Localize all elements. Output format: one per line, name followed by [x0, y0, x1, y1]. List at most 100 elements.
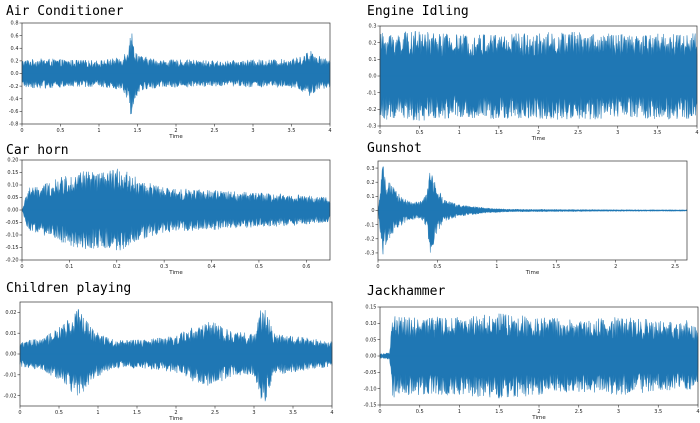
x-tick-label: 0: [378, 130, 381, 136]
chart-title-air-conditioner: Air Conditioner: [6, 4, 124, 19]
y-tick-label: 0.4: [11, 46, 19, 52]
y-tick-label: 0.10: [365, 321, 376, 327]
y-tick-label: 0.6: [11, 33, 19, 39]
x-tick-label: 0.5: [433, 264, 441, 270]
x-tick-label: 1: [97, 128, 100, 134]
waveform-chart-air-conditioner: 0 0.5 1 1.5 2 2.5 3 3.5 4 0.8 0.6 0.4 0.2 0.0 -0.2 -0.4…: [9, 21, 332, 140]
x-axis-label: Time: [168, 134, 183, 140]
x-tick-label: 3: [617, 409, 620, 415]
y-tick-label: 0.15: [365, 305, 376, 311]
y-tick-label: 0: [371, 208, 374, 214]
y-tick-label: 0.01: [5, 331, 16, 337]
x-tick-label: 1: [458, 409, 461, 415]
y-tick-label: 0.1: [369, 57, 377, 63]
y-tick-label: 0.2: [367, 180, 375, 186]
x-tick-label: 0.3: [160, 264, 168, 270]
y-tick-label: -0.1: [367, 90, 377, 96]
x-tick-label: 0.5: [57, 128, 65, 134]
waveform-series: [21, 168, 331, 251]
x-tick-label: 0: [20, 264, 23, 270]
x-tick-label: 3.5: [288, 128, 296, 134]
x-tick-label: 2: [614, 264, 617, 270]
chart-title-gunshot: Gunshot: [367, 141, 422, 156]
y-tick-label: -0.2: [367, 107, 377, 113]
x-tick-label: 1.5: [133, 410, 141, 416]
x-tick-label: 0.6: [302, 264, 310, 270]
x-tick-label: 1: [495, 264, 498, 270]
y-tick-label: -0.20: [6, 258, 19, 264]
x-tick-label: 1.5: [495, 130, 503, 136]
x-tick-label: 3: [251, 128, 254, 134]
y-tick-label: 0.8: [11, 21, 19, 27]
x-axis-label: Time: [168, 270, 183, 276]
x-tick-label: 0: [376, 264, 379, 270]
y-tick-label: 0.02: [5, 310, 16, 316]
waveform-series: [19, 308, 333, 402]
x-tick-label: 4: [696, 409, 699, 415]
x-tick-label: 3.5: [653, 130, 661, 136]
x-tick-label: 3.5: [654, 409, 662, 415]
y-tick-label: -0.05: [364, 370, 377, 376]
y-tick-label: -0.02: [4, 393, 17, 399]
x-tick-label: 2.5: [671, 264, 679, 270]
x-tick-label: 1: [96, 410, 99, 416]
x-tick-label: 1.5: [552, 264, 560, 270]
y-tick-label: -0.10: [364, 386, 377, 392]
x-axis-label: Time: [531, 136, 546, 142]
x-tick-label: 0: [20, 128, 23, 134]
waveform-chart-children-playing: 0 0.5 1 1.5 2 2.5 3 3.5 4 0.02 0.01 0.00 -0.01 -0.02 T…: [4, 301, 334, 422]
y-tick-label: 0.3: [369, 24, 377, 30]
y-tick-label: -0.05: [6, 220, 19, 226]
y-tick-label: -0.10: [6, 233, 19, 239]
y-tick-label: 0.0: [369, 74, 377, 80]
x-tick-label: 3: [616, 130, 619, 136]
y-tick-label: -0.3: [367, 124, 377, 130]
y-tick-label: -0.01: [4, 373, 17, 379]
x-tick-label: 2: [537, 409, 540, 415]
x-tick-label: 2.5: [211, 410, 219, 416]
y-tick-label: 0.00: [7, 208, 18, 214]
y-tick-label: -0.2: [9, 84, 19, 90]
y-tick-label: 0.00: [365, 354, 376, 360]
chart-title-car-horn: Car horn: [6, 143, 69, 158]
waveform-chart-engine-idling: 0 0.5 1 1.5 2 2.5 3 3.5 4 0.3 0.2 0.1 0.0 -0.1 -0.2 -0.…: [367, 24, 699, 142]
x-tick-label: 2: [537, 130, 540, 136]
y-tick-label: 0.2: [11, 59, 19, 65]
x-tick-label: 1.5: [134, 128, 142, 134]
x-tick-label: 4: [330, 410, 333, 416]
y-tick-label: 0.1: [367, 194, 375, 200]
x-tick-label: 2: [174, 128, 177, 134]
y-tick-label: 0.05: [365, 337, 376, 343]
y-tick-label: 0.3: [367, 166, 375, 172]
y-tick-label: 0.15: [7, 170, 18, 176]
x-tick-label: 2.5: [574, 130, 582, 136]
x-tick-label: 0: [18, 410, 21, 416]
x-tick-label: 0.4: [208, 264, 216, 270]
y-tick-label: 0.05: [7, 195, 18, 201]
y-tick-label: 0.20: [7, 158, 18, 164]
x-tick-label: 0.5: [55, 410, 63, 416]
y-tick-label: -0.2: [365, 236, 375, 242]
y-tick-label: 0.10: [7, 183, 18, 189]
x-axis-label: Time: [525, 270, 540, 276]
x-tick-label: 0.2: [113, 264, 121, 270]
y-tick-label: -0.15: [6, 245, 19, 251]
y-tick-label: -0.6: [9, 109, 19, 115]
y-tick-label: -0.4: [9, 96, 19, 102]
y-tick-label: 0.2: [369, 40, 377, 46]
y-tick-label: -0.1: [365, 222, 375, 228]
chart-title-jackhammer: Jackhammer: [367, 284, 446, 299]
waveform-chart-gunshot: 0 0.5 1 1.5 2 2.5 0.3 0.2 0.1 0 -0.1 -0.2 -0.3 Time: [365, 160, 688, 276]
y-tick-label: -0.8: [9, 122, 19, 128]
x-tick-label: 4: [328, 128, 331, 134]
x-tick-label: 4: [695, 130, 698, 136]
x-axis-label: Time: [168, 416, 183, 422]
y-tick-label: 0.00: [5, 352, 16, 358]
x-tick-label: 1: [458, 130, 461, 136]
x-tick-label: 0.5: [255, 264, 263, 270]
y-tick-label: -0.3: [365, 251, 375, 257]
y-tick-label: 0.0: [11, 71, 19, 77]
waveform-chart-jackhammer: 0 0.5 1 1.5 2 2.5 3 3.5 4 0.15 0.10 0.05 0.00 -0.05 -0…: [364, 305, 700, 421]
x-tick-label: 1.5: [495, 409, 503, 415]
x-tick-label: 3.5: [289, 410, 297, 416]
